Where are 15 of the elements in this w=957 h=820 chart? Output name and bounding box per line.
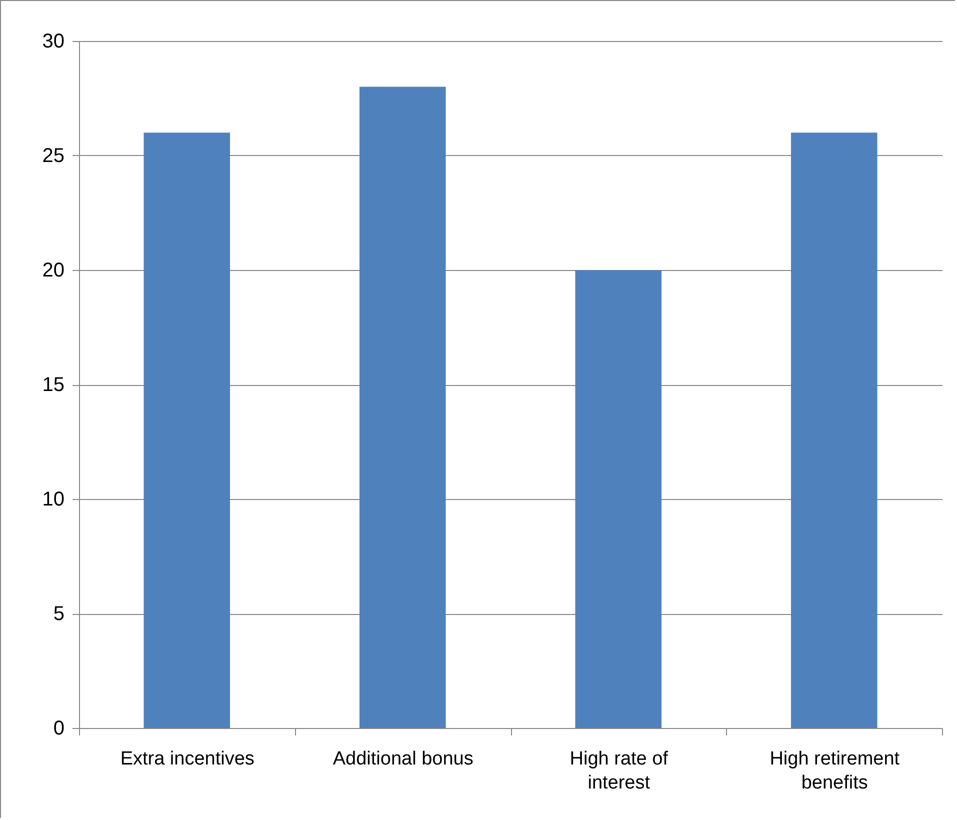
bar — [144, 132, 230, 728]
y-tick-label: 0 — [53, 718, 64, 740]
y-tick-label: 30 — [42, 30, 64, 52]
y-tick-label: 25 — [42, 145, 64, 167]
x-tick-label: High retirement benefits — [770, 748, 900, 794]
x-tick-label: Extra incentives — [120, 748, 254, 770]
bar — [575, 270, 662, 728]
bar — [790, 132, 878, 728]
y-tick-label: 20 — [42, 260, 64, 282]
x-tick-label: Additional bonus — [332, 748, 474, 770]
x-tick-label: High rate of interest — [570, 748, 669, 794]
y-tick-label: 5 — [53, 603, 64, 625]
y-tick-label: 15 — [42, 374, 64, 396]
y-tick-label: 10 — [42, 488, 64, 510]
bar — [359, 86, 446, 728]
